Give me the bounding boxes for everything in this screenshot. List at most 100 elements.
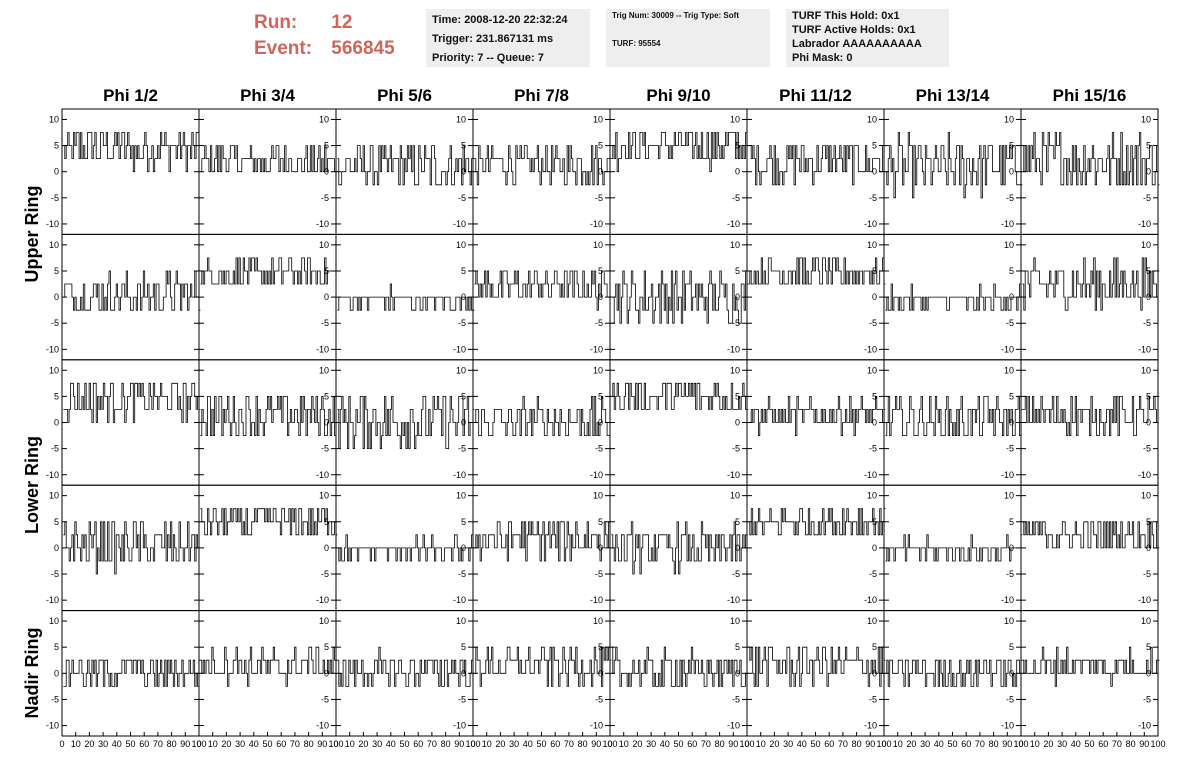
y-tick-label: -10 — [1138, 219, 1151, 229]
x-tick-label: 0 — [196, 739, 201, 749]
y-tick-label: 10 — [730, 365, 740, 375]
x-tick-label: 80 — [304, 739, 314, 749]
x-tick-label: 0 — [607, 739, 612, 749]
y-tick-label: -5 — [51, 694, 59, 704]
x-tick-label: 0 — [333, 739, 338, 749]
column-title-1: Phi 3/4 — [240, 86, 295, 105]
y-tick-label: 5 — [598, 517, 603, 527]
y-tick-label: 10 — [867, 114, 877, 124]
y-tick-label: -10 — [590, 470, 603, 480]
y-tick-label: 0 — [735, 418, 740, 428]
y-tick-label: 0 — [1146, 167, 1151, 177]
y-tick-label: 5 — [872, 642, 877, 652]
y-tick-label: -10 — [727, 344, 740, 354]
column-title-4: Phi 9/10 — [646, 86, 711, 105]
x-tick-label: 20 — [221, 739, 231, 749]
x-tick-label: 70 — [838, 739, 848, 749]
y-tick-label: 0 — [598, 543, 603, 553]
turf-text: TURF: 95554 — [612, 39, 661, 48]
y-tick-label: -5 — [1006, 694, 1014, 704]
y-tick-label: -10 — [453, 470, 466, 480]
x-tick-label: 60 — [413, 739, 423, 749]
waveform-trace — [63, 382, 201, 423]
waveform-trace — [200, 395, 338, 437]
y-tick-label: -5 — [595, 444, 603, 454]
y-tick-label: 5 — [324, 141, 329, 151]
x-tick-label: 40 — [112, 739, 122, 749]
y-tick-label: 5 — [1146, 141, 1151, 151]
y-tick-label: 5 — [1146, 642, 1151, 652]
waveform-trace — [200, 257, 338, 285]
x-tick-label: 60 — [824, 739, 834, 749]
y-tick-label: 0 — [1146, 543, 1151, 553]
y-tick-label: 10 — [319, 240, 329, 250]
waveform-trace — [885, 659, 1023, 687]
y-tick-label: 5 — [54, 517, 59, 527]
x-tick-label: 0 — [1018, 739, 1023, 749]
run-value: 12 — [331, 12, 353, 33]
y-tick-label: -10 — [316, 344, 329, 354]
x-tick-label: 70 — [701, 739, 711, 749]
waveform-trace — [611, 132, 749, 173]
panel-r2-c2: -10 -5 0 5 10 — [335, 359, 475, 486]
x-tick-label: 30 — [372, 739, 382, 749]
x-tick-label: 90 — [591, 739, 601, 749]
column-title-0: Phi 1/2 — [103, 86, 158, 105]
y-tick-label: 5 — [461, 266, 466, 276]
x-tick-label: 10 — [482, 739, 492, 749]
x-tick-label: 100 — [876, 739, 891, 749]
y-tick-label: -5 — [51, 318, 59, 328]
y-tick-label: 5 — [324, 642, 329, 652]
y-tick-label: 10 — [49, 365, 59, 375]
y-tick-label: 10 — [593, 114, 603, 124]
y-tick-label: 10 — [1141, 616, 1151, 626]
y-tick-label: -5 — [51, 193, 59, 203]
panel-r0-c0: -10 -5 0 5 10 — [46, 108, 201, 235]
y-tick-label: 10 — [319, 365, 329, 375]
waveform-trace — [1022, 257, 1160, 311]
y-tick-label: 0 — [54, 543, 59, 553]
y-tick-label: 10 — [1141, 491, 1151, 501]
x-tick-label: 90 — [454, 739, 464, 749]
time-info-box: Time: 2008-12-20 22:32:24 Trigger: 231.8… — [426, 9, 590, 67]
y-tick-label: -10 — [727, 595, 740, 605]
y-tick-label: -10 — [316, 721, 329, 731]
x-tick-label: 50 — [536, 739, 546, 749]
x-tick-label: 50 — [125, 739, 135, 749]
x-tick-label: 100 — [602, 739, 617, 749]
x-tick-label: 70 — [1112, 739, 1122, 749]
x-tick-label: 60 — [1098, 739, 1108, 749]
y-tick-label: -5 — [321, 569, 329, 579]
panel-r0-c3: -10 -5 0 5 10 — [472, 108, 612, 235]
x-tick-label: 60 — [687, 739, 697, 749]
y-tick-label: 10 — [867, 491, 877, 501]
y-tick-label: 10 — [456, 616, 466, 626]
y-tick-label: -5 — [732, 444, 740, 454]
y-tick-label: 10 — [456, 240, 466, 250]
y-tick-label: -10 — [590, 721, 603, 731]
y-tick-label: 5 — [461, 391, 466, 401]
y-tick-label: -10 — [316, 595, 329, 605]
x-tick-label: 100 — [328, 739, 343, 749]
waveform-trace — [337, 145, 475, 186]
y-tick-label: -5 — [321, 193, 329, 203]
y-tick-label: 10 — [456, 114, 466, 124]
y-tick-label: -10 — [46, 595, 59, 605]
y-tick-label: 5 — [1009, 391, 1014, 401]
y-tick-label: -10 — [727, 219, 740, 229]
y-tick-label: 10 — [319, 491, 329, 501]
y-tick-label: -5 — [458, 193, 466, 203]
x-tick-label: 40 — [660, 739, 670, 749]
y-tick-label: 10 — [49, 491, 59, 501]
waveform-trace — [337, 534, 475, 562]
x-tick-label: 10 — [345, 739, 355, 749]
x-tick-label: 80 — [989, 739, 999, 749]
y-tick-label: 10 — [456, 491, 466, 501]
